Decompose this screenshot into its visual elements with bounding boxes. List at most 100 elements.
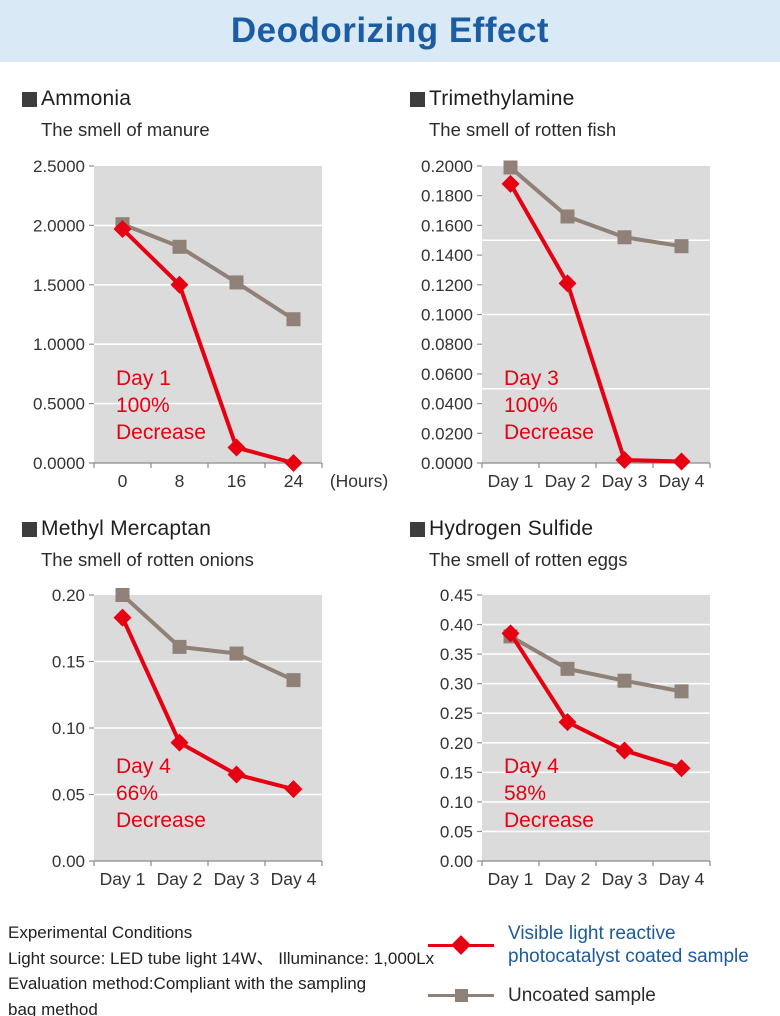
svg-text:0.0200: 0.0200 xyxy=(421,424,473,443)
svg-text:0.00: 0.00 xyxy=(52,852,85,871)
conditions-line: Light source: LED tube light 14W、 Illumi… xyxy=(8,948,435,968)
gray-square-icon xyxy=(454,989,468,1002)
chart-methyl-mercaptan: Methyl Mercaptan The smell of rotten oni… xyxy=(10,516,395,895)
svg-text:1.0000: 1.0000 xyxy=(33,335,85,354)
svg-text:66%: 66% xyxy=(116,782,158,805)
svg-text:0.15: 0.15 xyxy=(52,653,85,672)
svg-text:Day 1: Day 1 xyxy=(116,367,171,390)
svg-text:Day 3: Day 3 xyxy=(214,869,260,889)
svg-text:0.20: 0.20 xyxy=(440,734,473,753)
svg-text:Decrease: Decrease xyxy=(116,421,206,444)
svg-text:2.5000: 2.5000 xyxy=(33,157,85,176)
uncoated-series-marker-icon xyxy=(428,987,494,1005)
svg-text:8: 8 xyxy=(175,471,185,491)
page-header: Deodorizing Effect xyxy=(0,0,780,62)
svg-text:100%: 100% xyxy=(116,394,170,417)
chart-subtitle: The smell of manure xyxy=(41,119,210,140)
chart-heading: Hydrogen Sulfide xyxy=(410,516,780,542)
svg-text:Day 4: Day 4 xyxy=(659,471,705,491)
chart-ammonia: Ammonia The smell of manure 2.5000 2.0000… xyxy=(10,86,395,495)
svg-text:Day 2: Day 2 xyxy=(545,869,591,889)
chart-heading: Methyl Mercaptan xyxy=(22,516,395,542)
experimental-conditions: Experimental Conditions Light source: LE… xyxy=(8,920,434,1016)
svg-text:Day 3: Day 3 xyxy=(602,471,648,491)
svg-text:0.10: 0.10 xyxy=(440,793,473,812)
svg-text:1.5000: 1.5000 xyxy=(33,276,85,295)
chart-heading: Ammonia xyxy=(22,86,395,112)
legend-item-uncoated: Uncoated sample xyxy=(428,984,749,1007)
chart-title: Ammonia xyxy=(41,87,132,110)
chart-subtitle: The smell of rotten eggs xyxy=(429,549,628,570)
svg-text:0.00: 0.00 xyxy=(440,852,473,871)
legend-label-line: photocatalyst coated sample xyxy=(508,946,749,967)
svg-text:0.35: 0.35 xyxy=(440,645,473,664)
chart-title: Trimethylamine xyxy=(429,87,575,110)
svg-text:0.1000: 0.1000 xyxy=(421,306,473,325)
chart-heading: Trimethylamine xyxy=(410,86,780,112)
svg-text:0.05: 0.05 xyxy=(440,822,473,841)
svg-text:Day 2: Day 2 xyxy=(157,869,203,889)
svg-text:0.15: 0.15 xyxy=(440,763,473,782)
svg-text:Day 4: Day 4 xyxy=(271,869,317,889)
svg-text:0.40: 0.40 xyxy=(440,616,473,635)
svg-text:0.5000: 0.5000 xyxy=(33,395,85,414)
svg-text:0.0600: 0.0600 xyxy=(421,365,473,384)
svg-text:0.2000: 0.2000 xyxy=(421,157,473,176)
svg-text:Day 2: Day 2 xyxy=(545,471,591,491)
svg-text:0.05: 0.05 xyxy=(52,786,85,805)
svg-text:0.1400: 0.1400 xyxy=(421,246,473,265)
legend-label-line: Visible light reactive xyxy=(508,923,676,944)
svg-text:0.0400: 0.0400 xyxy=(421,395,473,414)
svg-text:Day 3: Day 3 xyxy=(602,869,648,889)
chart-trimethylamine: Trimethylamine The smell of rotten fish … xyxy=(398,86,780,495)
svg-text:Day 1: Day 1 xyxy=(488,869,534,889)
svg-text:Day 4: Day 4 xyxy=(116,755,171,778)
svg-text:0.1800: 0.1800 xyxy=(421,187,473,206)
svg-text:0.0000: 0.0000 xyxy=(421,454,473,473)
legend-label-coated: Visible light reactive photocatalyst coa… xyxy=(508,922,749,968)
legend-label-uncoated: Uncoated sample xyxy=(508,985,656,1006)
chart-title: Methyl Mercaptan xyxy=(41,517,212,540)
chart-title: Hydrogen Sulfide xyxy=(429,517,594,540)
svg-text:0.0000: 0.0000 xyxy=(33,454,85,473)
svg-text:Decrease: Decrease xyxy=(504,421,594,444)
svg-text:Day 1: Day 1 xyxy=(488,471,534,491)
chart-legend: Visible light reactive photocatalyst coa… xyxy=(428,922,749,1007)
svg-text:0.1600: 0.1600 xyxy=(421,216,473,235)
line-chart-ammonia: 2.5000 2.0000 1.5000 1.0000 0.5000 0.0000 0 8 16… xyxy=(33,157,388,491)
svg-text:0.45: 0.45 xyxy=(440,586,473,605)
svg-text:0: 0 xyxy=(118,471,128,491)
coated-series-marker-icon xyxy=(428,935,494,955)
conditions-line: Evaluation method:Compliant with the sam… xyxy=(8,974,367,993)
line-chart-methyl-mercaptan: 0.20 0.15 0.10 0.05 0.00 Day 1 Day 2 Day 3 Day 4… xyxy=(52,586,323,889)
red-diamond-icon xyxy=(451,935,471,955)
chart-subtitle: The smell of rotten onions xyxy=(41,549,254,570)
bullet-square-icon xyxy=(22,521,37,537)
svg-text:100%: 100% xyxy=(504,394,558,417)
page-title: Deodorizing Effect xyxy=(230,11,550,50)
svg-text:Decrease: Decrease xyxy=(504,809,594,832)
svg-text:16: 16 xyxy=(227,471,246,491)
svg-text:Day 1: Day 1 xyxy=(100,869,146,889)
svg-text:0.30: 0.30 xyxy=(440,675,473,694)
bullet-square-icon xyxy=(410,521,425,537)
svg-text:0.1200: 0.1200 xyxy=(421,276,473,295)
svg-text:0.20: 0.20 xyxy=(52,586,85,605)
line-chart-trimethylamine: 0.2000 0.1800 0.1600 0.1400 0.1200 0.1000 0.08… xyxy=(421,157,711,491)
line-chart-hydrogen-sulfide: 0.45 0.40 0.35 0.30 0.25 0.20 0.15 0.10 0.05 0.00… xyxy=(440,586,711,889)
svg-text:0.10: 0.10 xyxy=(52,719,85,738)
chart-subtitle: The smell of rotten fish xyxy=(429,119,617,140)
chart-hydrogen-sulfide: Hydrogen Sulfide The smell of rotten egg… xyxy=(398,516,780,895)
svg-text:(Hours): (Hours) xyxy=(330,471,388,491)
svg-text:0.0800: 0.0800 xyxy=(421,335,473,354)
conditions-line: Experimental Conditions xyxy=(8,923,193,942)
svg-text:58%: 58% xyxy=(504,782,546,805)
svg-text:Decrease: Decrease xyxy=(116,809,206,832)
svg-text:2.0000: 2.0000 xyxy=(33,216,85,235)
legend-item-coated: Visible light reactive photocatalyst coa… xyxy=(428,922,749,968)
svg-text:Day 4: Day 4 xyxy=(659,869,705,889)
svg-text:Day 3: Day 3 xyxy=(504,367,559,390)
conditions-line: bag method xyxy=(8,999,98,1016)
svg-text:0.25: 0.25 xyxy=(440,704,473,723)
